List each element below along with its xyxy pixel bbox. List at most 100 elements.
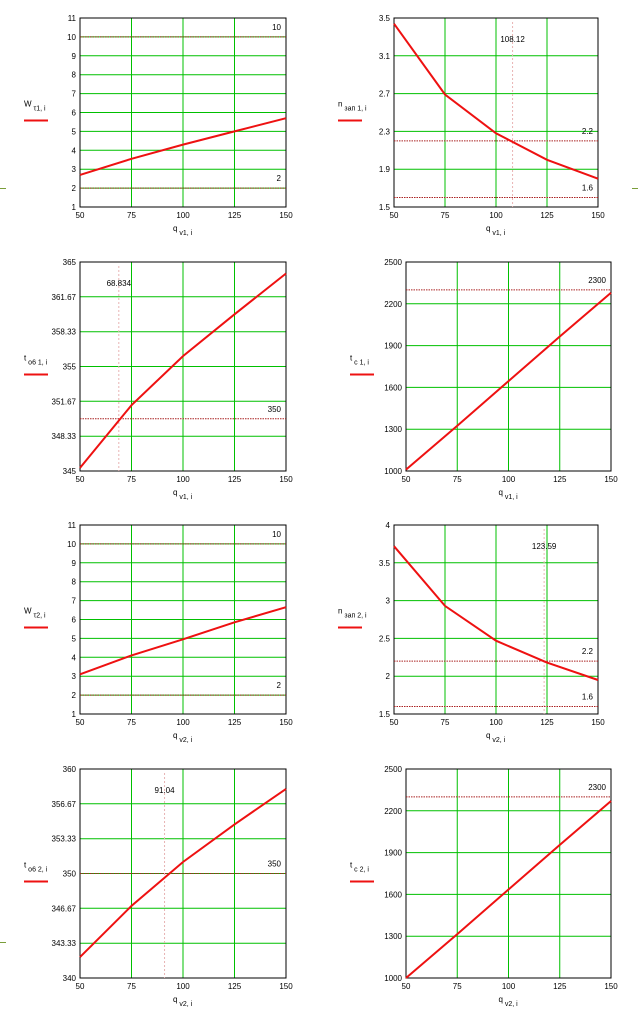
y-tick-label: 340 — [63, 974, 77, 983]
y-tick-label: 1.9 — [379, 165, 391, 174]
y-tick-label: 3 — [72, 165, 77, 174]
y-axis-label-sub: c 2, i — [352, 867, 369, 874]
y-tick-label: 3 — [72, 672, 77, 681]
series-line — [79, 117, 287, 176]
y-axis-label: n зап 1, i — [338, 100, 367, 113]
x-axis-label-sub: v1, i — [177, 230, 192, 237]
y-tick-label: 6 — [72, 109, 77, 118]
y-axis-label-main: t — [350, 354, 353, 363]
y-axis-label-main: n — [338, 607, 342, 616]
y-tick-label: 8 — [72, 71, 77, 80]
y-axis-label-sub: c 1, i — [352, 360, 369, 367]
y-axis-label-sub: τ1, i — [32, 106, 46, 113]
x-tick-label: 100 — [176, 475, 190, 484]
y-tick-label: 353.33 — [52, 835, 77, 844]
x-tick-label: 150 — [604, 475, 618, 484]
x-axis-label: q v1, i — [499, 488, 519, 501]
chart-6: 50 75 100 125 150 1.5 2 2.5 3 3.5 4 123.59 2.2 1.6 n з… — [338, 521, 605, 744]
x-tick-label: 50 — [76, 718, 85, 727]
x-tick-label: 125 — [228, 475, 242, 484]
y-tick-label: 11 — [68, 14, 77, 23]
x-tick-label: 75 — [441, 211, 450, 220]
y-tick-label: 2 — [386, 672, 391, 681]
y-tick-label: 345 — [63, 467, 77, 476]
edge-marker-left-bottom — [0, 942, 6, 943]
x-tick-label: 75 — [441, 718, 450, 727]
plot-frame — [79, 17, 287, 208]
x-tick-label: 100 — [489, 718, 503, 727]
reference-label: 1.6 — [582, 692, 594, 701]
y-tick-label: 9 — [72, 559, 77, 568]
y-axis-label: t c 1, i — [350, 354, 369, 367]
y-tick-label: 1900 — [384, 342, 402, 351]
y-tick-label: 351.67 — [52, 397, 77, 406]
y-axis-label-main: W — [24, 100, 32, 109]
chart-3: 50 75 100 125 150 345 348.33 351.67 355 358.33 361… — [24, 258, 293, 501]
y-tick-label: 365 — [63, 258, 77, 267]
y-tick-label: 7 — [72, 597, 77, 606]
reference-label: 2.2 — [582, 647, 594, 656]
y-tick-label: 1300 — [384, 425, 402, 434]
x-axis-label-main: q — [499, 995, 503, 1004]
reference-label: 350 — [268, 860, 282, 869]
chart-4: 50 75 100 125 150 1000 1300 1600 1900 2200 2500 230… — [350, 258, 618, 501]
y-tick-label: 1600 — [384, 383, 402, 392]
x-tick-label: 50 — [402, 982, 411, 991]
x-axis-label-sub: v2, i — [177, 1001, 192, 1008]
x-tick-label: 100 — [176, 718, 190, 727]
x-tick-label: 75 — [127, 211, 136, 220]
y-axis-label: t o6 2, i — [24, 861, 48, 874]
x-tick-label: 100 — [502, 475, 516, 484]
reference-label: 2 — [277, 174, 282, 183]
x-axis-label-main: q — [173, 488, 177, 497]
x-tick-label: 125 — [540, 211, 554, 220]
y-tick-label: 346.67 — [52, 904, 77, 913]
series-line — [393, 23, 599, 180]
x-axis-label: q v1, i — [173, 224, 193, 237]
y-tick-label: 1 — [72, 710, 77, 719]
plot-frame — [393, 17, 599, 208]
y-tick-label: 4 — [72, 146, 77, 155]
y-tick-label: 356.67 — [52, 800, 77, 809]
series-line — [405, 800, 612, 979]
reference-label: 10 — [272, 23, 281, 32]
x-axis-label-sub: v1, i — [503, 494, 518, 501]
x-tick-label: 125 — [228, 211, 242, 220]
x-axis-label-main: q — [173, 995, 177, 1004]
y-tick-label: 343.33 — [52, 939, 77, 948]
y-tick-label: 9 — [72, 52, 77, 61]
x-tick-label: 100 — [489, 211, 503, 220]
y-tick-label: 10 — [67, 540, 76, 549]
series-line — [79, 788, 287, 958]
y-tick-label: 2.3 — [379, 127, 391, 136]
reference-label: 350 — [268, 405, 282, 414]
y-tick-label: 1600 — [384, 890, 402, 899]
y-tick-label: 1.5 — [379, 203, 391, 212]
reference-label: 2.2 — [582, 127, 594, 136]
y-tick-label: 1000 — [384, 467, 402, 476]
x-tick-label: 100 — [176, 982, 190, 991]
plot-frame — [79, 261, 287, 472]
y-tick-label: 2500 — [384, 765, 402, 774]
y-tick-label: 3.5 — [379, 559, 391, 568]
marker-label: 91.04 — [155, 786, 176, 795]
y-tick-label: 6 — [72, 616, 77, 625]
series-line — [79, 606, 287, 676]
x-tick-label: 100 — [502, 982, 516, 991]
plot-frame — [405, 261, 612, 472]
x-axis-label-main: q — [173, 731, 177, 740]
y-tick-label: 8 — [72, 578, 77, 587]
y-axis-label-sub: зап 2, i — [342, 613, 367, 620]
x-tick-label: 150 — [279, 718, 293, 727]
x-axis-label-main: q — [486, 224, 490, 233]
reference-label: 10 — [272, 530, 281, 539]
reference-label: 1.6 — [582, 184, 594, 193]
y-tick-label: 4 — [72, 653, 77, 662]
y-tick-label: 3.5 — [379, 14, 391, 23]
x-axis-label-main: q — [499, 488, 503, 497]
y-axis-label-main: n — [338, 100, 342, 109]
y-tick-label: 3 — [386, 597, 391, 606]
y-axis-label: t o6 1, i — [24, 354, 48, 367]
x-axis-label-sub: v2, i — [490, 737, 505, 744]
x-tick-label: 125 — [553, 475, 567, 484]
